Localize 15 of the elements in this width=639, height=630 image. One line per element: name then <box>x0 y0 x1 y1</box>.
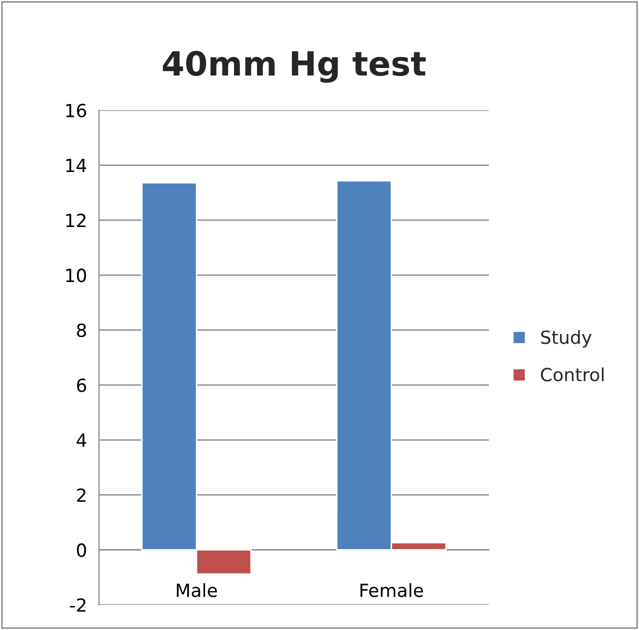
y-tick-label: 4 <box>76 434 86 447</box>
x-tick-label: Male <box>176 583 217 598</box>
y-tick-label: 0 <box>76 543 86 557</box>
y-tick-label: 16 <box>66 104 86 118</box>
y-tick-label: 12 <box>66 214 86 228</box>
y-tick-label: 2 <box>77 488 86 502</box>
legend-label: Study <box>541 330 592 348</box>
y-tick-label: 6 <box>77 378 86 392</box>
x-tick-label: Female <box>360 583 424 598</box>
legend-label: Control <box>540 367 604 382</box>
y-tick-label: -2 <box>70 598 86 612</box>
y-tick-label: 14 <box>66 158 86 172</box>
y-tick-label: 8 <box>76 324 86 338</box>
chart-title: 40mm Hg test <box>162 50 426 83</box>
y-tick-label: 10 <box>66 268 86 282</box>
